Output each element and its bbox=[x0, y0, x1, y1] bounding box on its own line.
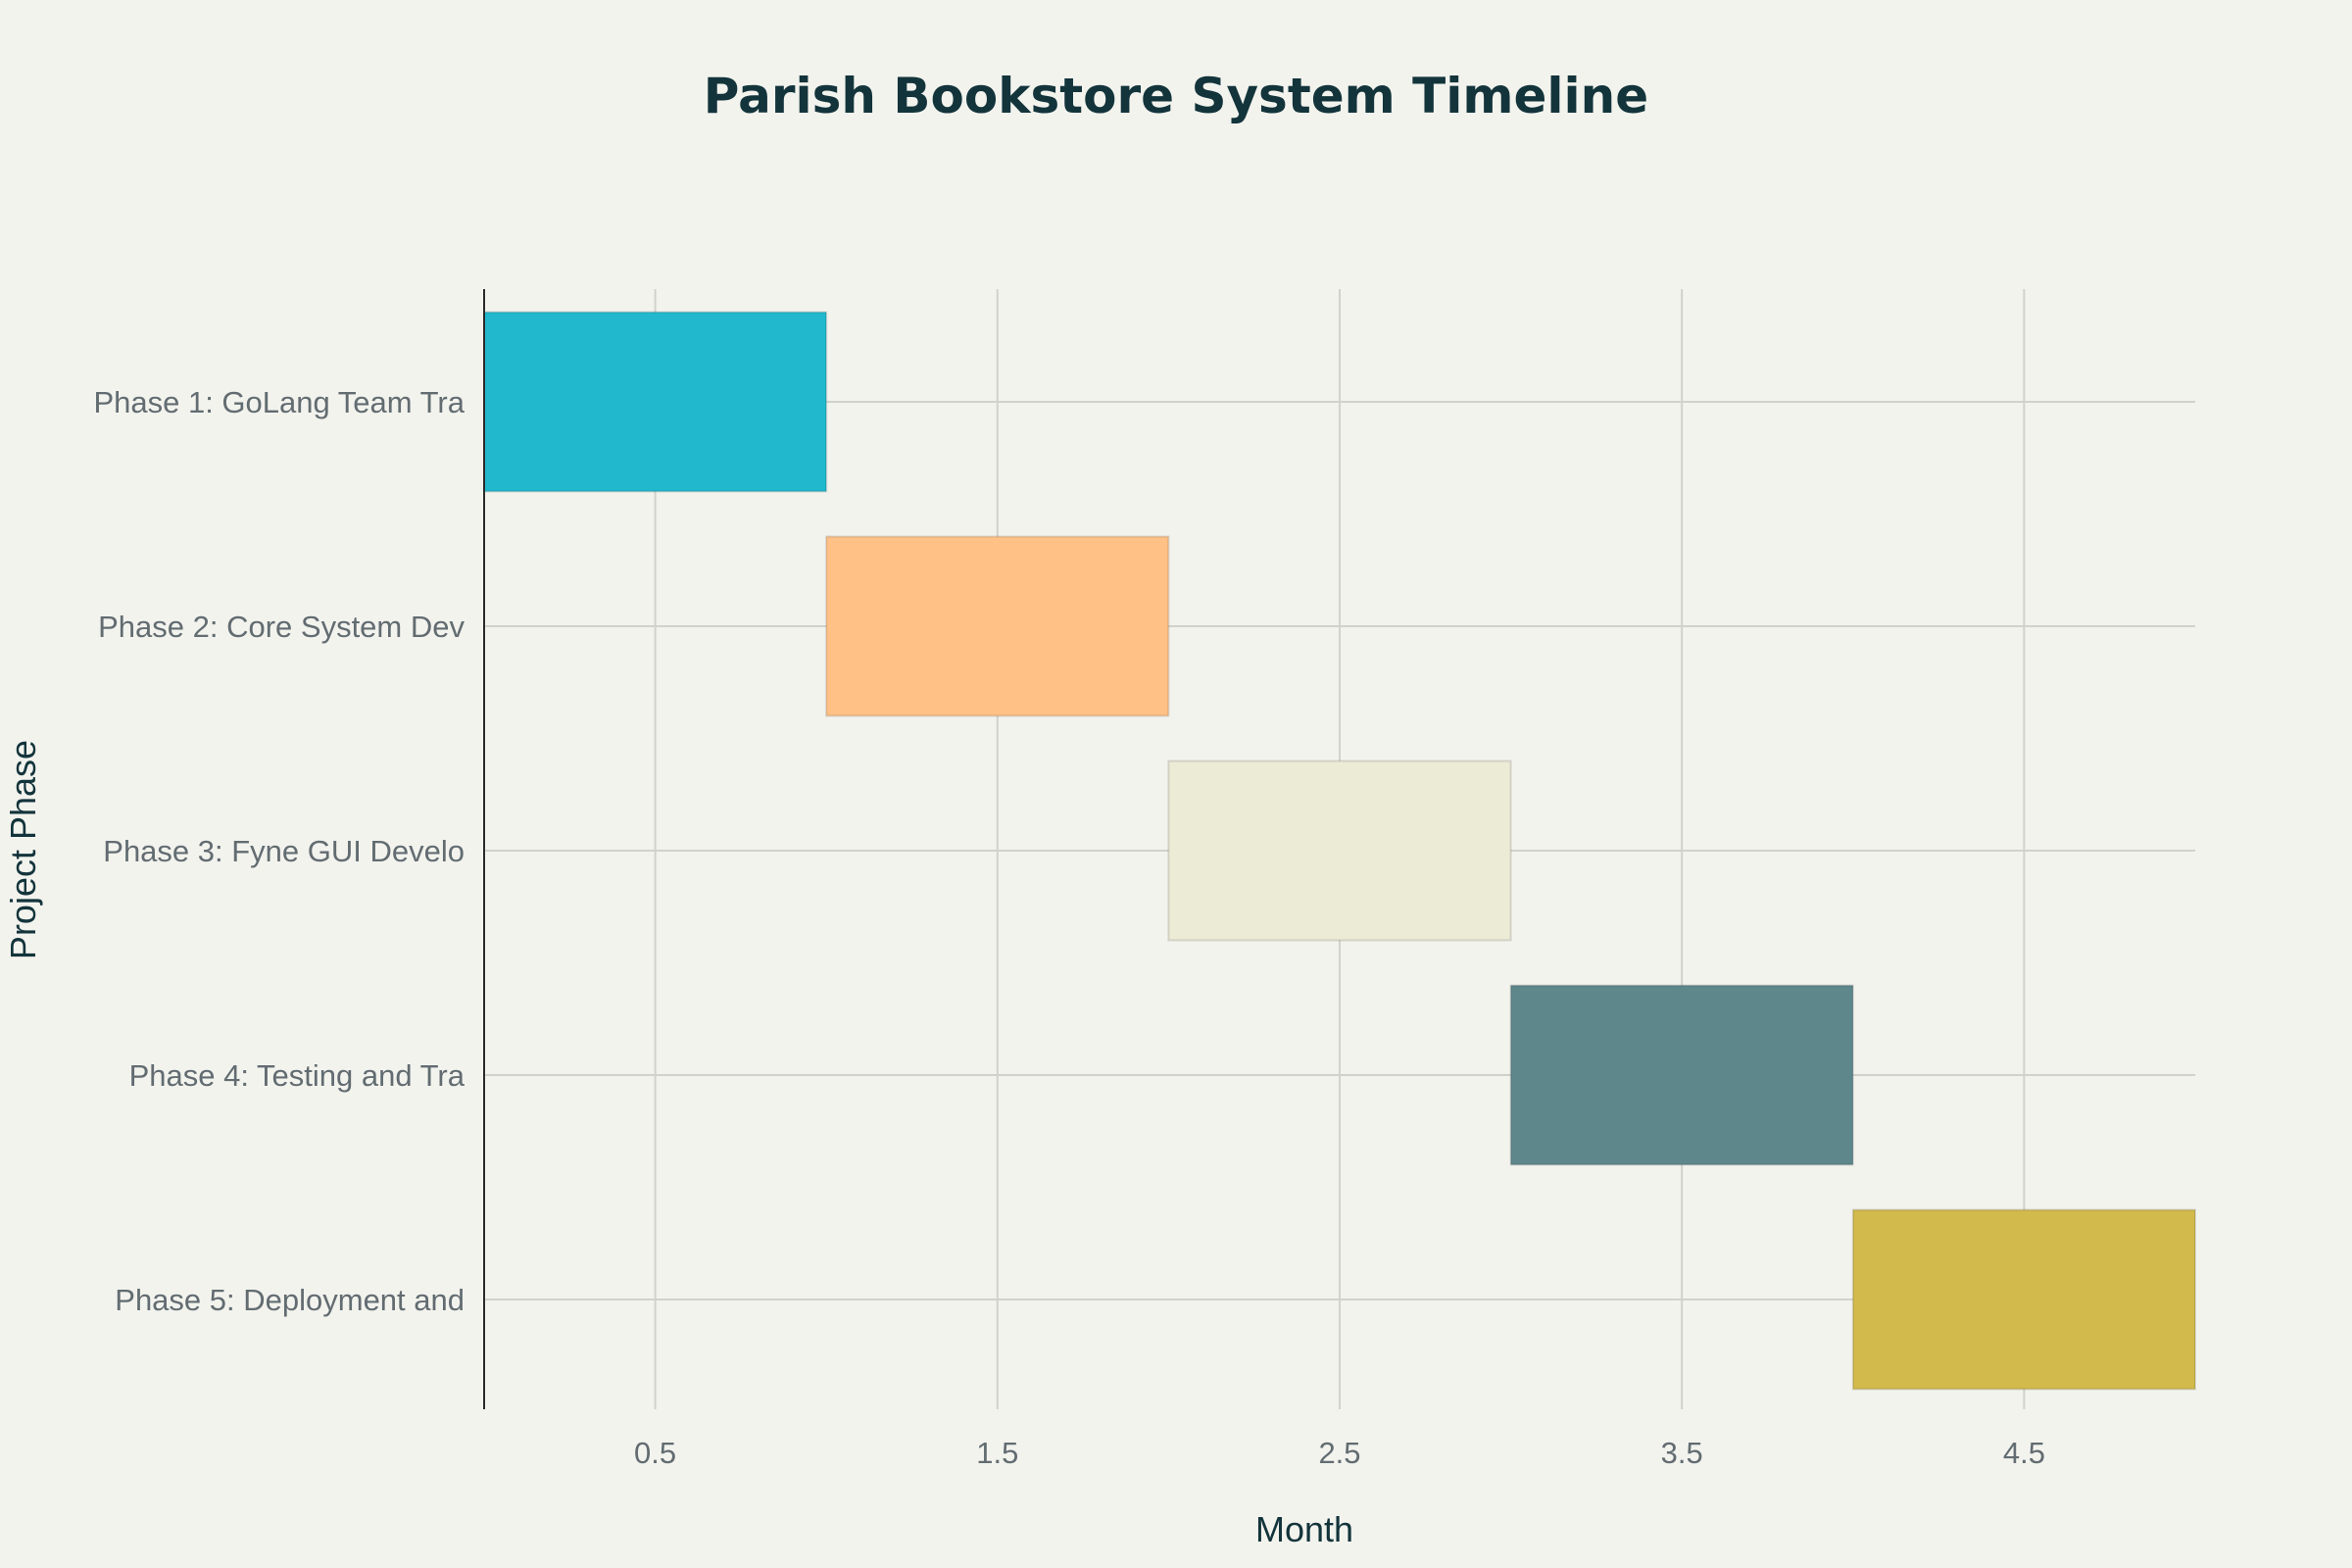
task-bars bbox=[483, 311, 2197, 1391]
task-bar bbox=[1509, 984, 1854, 1166]
y-axis-tick-labels: Phase 1: GoLang Team Tra Phase 2: Core Sy… bbox=[93, 385, 465, 1317]
y-tick-label: Phase 2: Core System Dev bbox=[98, 610, 465, 644]
y-tick-label: Phase 3: Fyne GUI Develo bbox=[103, 834, 465, 868]
task-bar bbox=[1167, 760, 1512, 942]
x-tick-label: 1.5 bbox=[976, 1436, 1018, 1470]
task-bar bbox=[825, 535, 1170, 717]
x-tick-label: 4.5 bbox=[2003, 1436, 2045, 1470]
x-tick-label: 3.5 bbox=[1661, 1436, 1703, 1470]
x-axis-title: Month bbox=[1255, 1509, 1353, 1549]
task-bar bbox=[483, 311, 828, 493]
x-tick-label: 0.5 bbox=[634, 1436, 676, 1470]
x-axis-tick-labels: 0.5 1.5 2.5 3.5 4.5 bbox=[634, 1436, 2045, 1470]
y-tick-label: Phase 4: Testing and Tra bbox=[129, 1058, 466, 1093]
y-axis-title: Project Phase bbox=[3, 740, 43, 959]
y-tick-label: Phase 5: Deployment and bbox=[115, 1283, 465, 1317]
y-tick-label: Phase 1: GoLang Team Tra bbox=[93, 385, 465, 419]
x-tick-label: 2.5 bbox=[1318, 1436, 1360, 1470]
task-bar bbox=[1851, 1208, 2197, 1391]
chart-title: Parish Bookstore System Timeline bbox=[704, 68, 1648, 124]
